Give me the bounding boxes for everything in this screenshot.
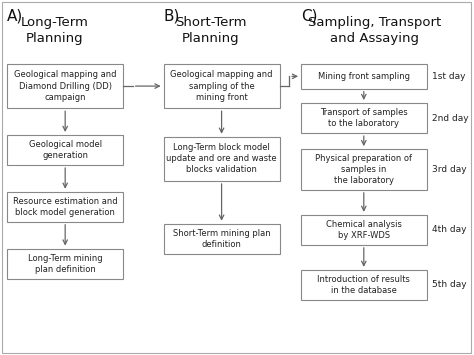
Text: Long-Term mining
plan definition: Long-Term mining plan definition	[28, 253, 102, 274]
Text: Sampling, Transport
and Assaying: Sampling, Transport and Assaying	[308, 16, 441, 45]
Text: Long-Term
Planning: Long-Term Planning	[20, 16, 89, 45]
Text: Short-Term mining plan
definition: Short-Term mining plan definition	[173, 229, 270, 249]
Text: 3rd day: 3rd day	[432, 165, 467, 174]
Text: 5th day: 5th day	[432, 280, 467, 289]
Text: Long-Term block model
update and ore and waste
blocks validation: Long-Term block model update and ore and…	[166, 143, 277, 174]
FancyBboxPatch shape	[301, 149, 427, 190]
Text: A): A)	[7, 9, 23, 24]
Text: 1st day: 1st day	[432, 72, 466, 81]
FancyBboxPatch shape	[301, 103, 427, 133]
Text: C): C)	[301, 9, 318, 24]
FancyBboxPatch shape	[164, 137, 280, 181]
FancyBboxPatch shape	[164, 64, 280, 108]
Text: Short-Term
Planning: Short-Term Planning	[175, 16, 246, 45]
FancyBboxPatch shape	[164, 224, 280, 254]
Text: Resource estimation and
block model generation: Resource estimation and block model gene…	[13, 197, 118, 217]
Text: B): B)	[164, 9, 180, 24]
Text: Mining front sampling: Mining front sampling	[318, 72, 410, 81]
FancyBboxPatch shape	[7, 135, 123, 165]
Text: Geological mapping and
sampling of the
mining front: Geological mapping and sampling of the m…	[170, 71, 273, 102]
Text: Transport of samples
to the laboratory: Transport of samples to the laboratory	[320, 108, 408, 128]
FancyBboxPatch shape	[7, 64, 123, 108]
FancyBboxPatch shape	[301, 270, 427, 300]
Text: Physical preparation of
samples in
the laboratory: Physical preparation of samples in the l…	[315, 154, 412, 185]
Text: Geological mapping and
Diamond Drilling (DD)
campaign: Geological mapping and Diamond Drilling …	[14, 71, 117, 102]
FancyBboxPatch shape	[301, 64, 427, 89]
FancyBboxPatch shape	[301, 215, 427, 245]
Text: Geological model
generation: Geological model generation	[28, 140, 102, 160]
Text: 4th day: 4th day	[432, 225, 467, 234]
Text: 2nd day: 2nd day	[432, 114, 469, 122]
Text: Chemical analysis
by XRF-WDS: Chemical analysis by XRF-WDS	[326, 220, 402, 240]
Text: Introduction of results
in the database: Introduction of results in the database	[318, 275, 410, 295]
FancyBboxPatch shape	[7, 192, 123, 222]
FancyBboxPatch shape	[7, 248, 123, 279]
